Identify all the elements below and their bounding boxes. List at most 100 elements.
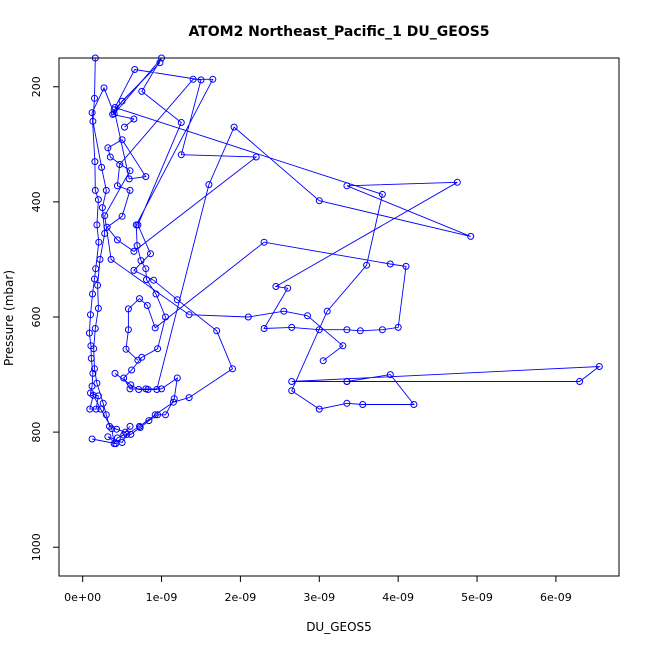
x-tick-label: 6e-09 [540,591,572,604]
data-point [109,110,117,118]
series-layer [85,54,603,448]
data-point [107,255,115,263]
data-point [173,374,181,382]
data-point [94,392,102,400]
data-point [576,378,584,385]
data-point [315,326,323,334]
data-point [177,151,185,159]
data-point [121,123,128,131]
y-tick-label: 600 [30,307,43,328]
data-point [394,323,402,331]
data-point [127,381,135,389]
data-point [363,261,371,269]
data-point [595,363,603,370]
data-point [89,117,97,125]
data-point [356,327,364,335]
plot-frame [58,57,620,577]
data-point [284,284,292,292]
data-point [126,186,134,194]
data-point [100,84,108,92]
data-point [343,326,351,334]
data-point [126,167,134,175]
data-point [133,242,141,250]
data-point [185,394,193,402]
y-tick-label: 200 [30,76,43,97]
data-point [230,123,238,131]
data-point [94,304,102,312]
data-point [104,144,112,152]
x-tick-label: 0e+00 [64,591,101,604]
data-point [126,422,134,430]
data-point [197,76,205,84]
series-line [92,57,131,433]
data-point [319,357,327,365]
data-point [99,399,107,407]
data-point [91,186,99,194]
data-point [343,399,351,407]
data-point [116,161,124,168]
data-point [150,276,158,284]
data-point [89,369,97,377]
data-point [90,345,98,353]
data-point [113,182,121,190]
data-point [110,440,118,448]
data-point [126,385,134,393]
data-point [136,422,143,430]
series-2 [89,54,134,436]
data-point [132,221,140,229]
data-point [177,119,185,126]
data-point [402,262,410,270]
data-point [91,158,99,166]
data-point [151,411,159,419]
data-point [158,385,165,393]
data-point [87,311,94,319]
data-point [189,75,197,83]
data-point [96,255,104,263]
data-point [378,326,386,334]
data-point [113,236,121,244]
data-point [304,312,311,320]
data-point [156,59,164,67]
data-point [143,276,150,284]
data-point [288,387,296,395]
data-point [315,197,323,205]
series-line [104,62,344,362]
y-tick-label: 1000 [30,533,43,561]
data-point [89,290,96,298]
data-point [209,75,217,83]
data-point [343,182,351,190]
data-point [95,238,103,246]
data-point [131,66,139,73]
data-point [130,115,138,123]
data-point [110,106,118,114]
data-point [124,305,132,313]
data-point [147,250,154,258]
data-point [213,327,221,335]
data-point [272,283,280,290]
data-point [85,329,93,337]
data-point [91,94,98,102]
data-point [280,307,288,315]
data-point [145,417,153,425]
data-point [144,386,152,393]
data-point [467,232,475,240]
data-point [97,405,105,413]
data-point [118,439,126,446]
data-point [118,136,126,144]
series-line [88,57,601,445]
data-point [130,247,138,255]
data-point [98,204,106,212]
x-tick-label: 4e-09 [382,591,414,604]
data-point [106,422,113,430]
data-point [137,257,145,265]
series-3 [111,123,475,393]
data-point [185,311,193,319]
data-point [94,281,102,289]
data-point [102,411,110,419]
data-point [205,181,213,189]
data-point [359,401,367,408]
x-tick-label: 1e-09 [146,591,178,604]
data-point [142,265,150,273]
data-point [91,275,98,283]
